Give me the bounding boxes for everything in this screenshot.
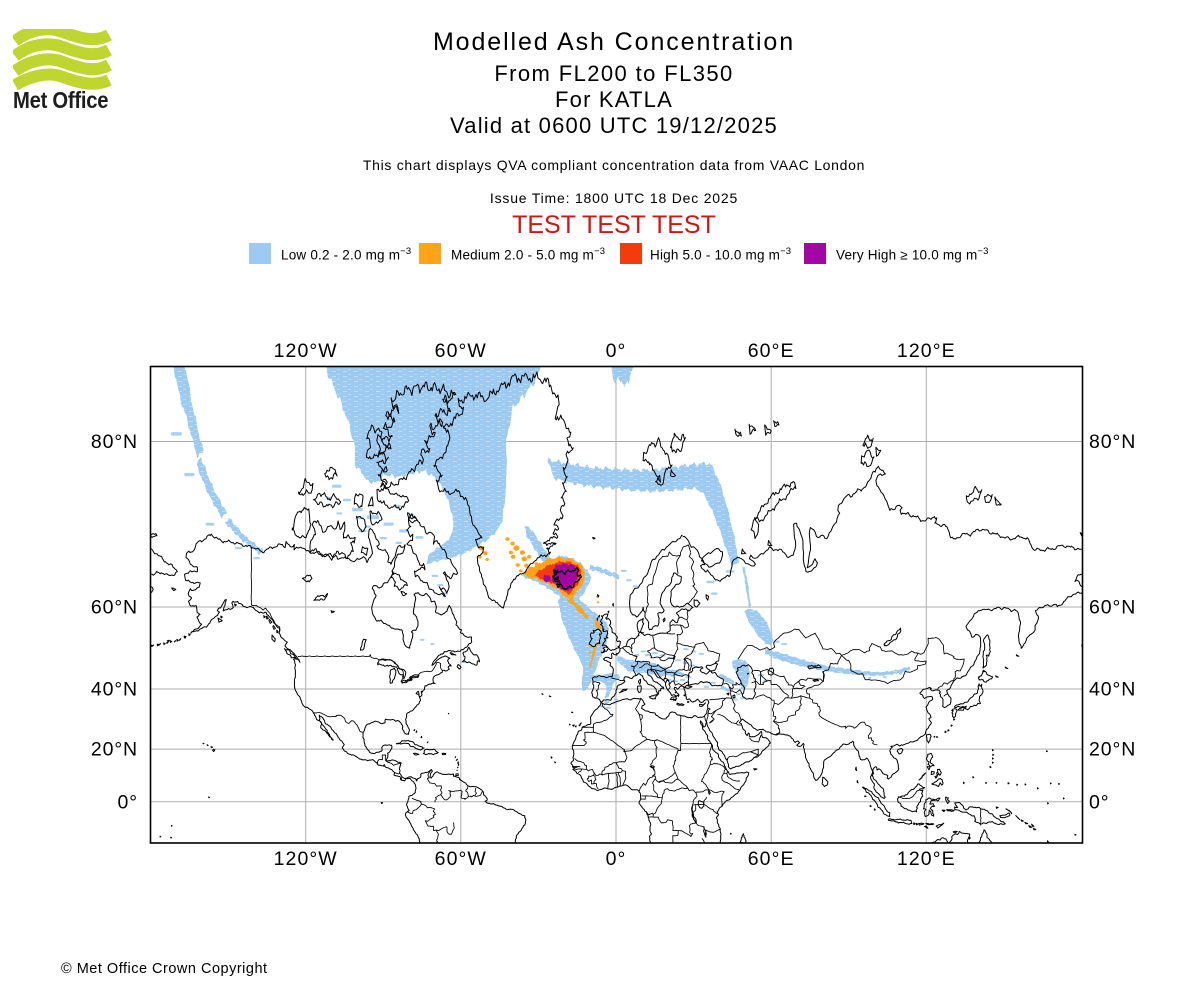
svg-text:120°E: 120°E [897,340,956,362]
svg-text:0°: 0° [118,791,138,813]
svg-text:80°N: 80°N [1089,431,1136,453]
svg-text:60°E: 60°E [748,848,795,870]
svg-text:0°: 0° [606,340,627,362]
svg-text:40°N: 40°N [1089,678,1136,700]
svg-text:60°N: 60°N [91,597,138,619]
svg-text:60°W: 60°W [435,340,487,362]
svg-text:20°N: 20°N [1089,739,1136,761]
svg-text:20°N: 20°N [91,739,138,761]
svg-text:0°: 0° [1089,791,1109,813]
svg-text:120°W: 120°W [274,848,338,870]
svg-text:60°N: 60°N [1089,597,1136,619]
svg-text:120°E: 120°E [897,848,956,870]
svg-text:0°: 0° [606,848,627,870]
svg-text:80°N: 80°N [91,431,138,453]
svg-text:40°N: 40°N [91,678,138,700]
svg-text:120°W: 120°W [274,340,338,362]
svg-text:60°E: 60°E [748,340,795,362]
svg-text:60°W: 60°W [435,848,487,870]
